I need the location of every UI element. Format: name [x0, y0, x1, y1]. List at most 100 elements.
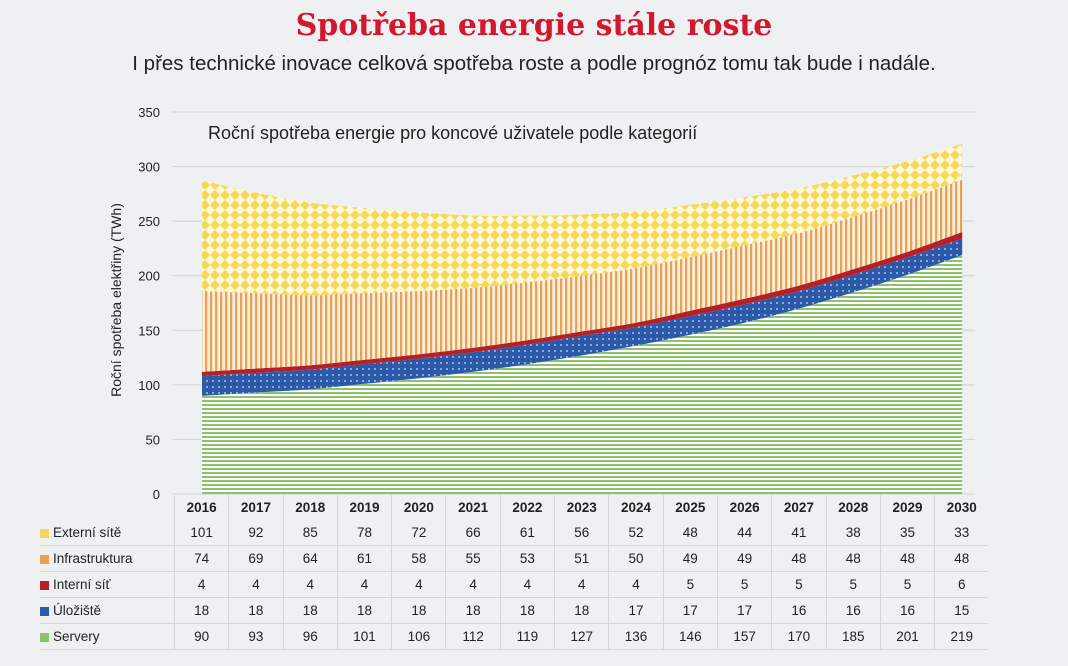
data-label: 185 [825, 623, 881, 650]
legend-label: Interní síť [53, 577, 111, 592]
data-label: 101 [173, 520, 229, 546]
data-label: 18 [336, 597, 392, 624]
data-label: 18 [445, 597, 501, 624]
y-tick-label: 100 [138, 378, 160, 393]
data-label: 219 [934, 623, 989, 650]
data-label: 51 [554, 545, 609, 572]
data-label: 50 [608, 545, 664, 572]
y-tick-label: 250 [138, 214, 160, 229]
y-tick-label: 200 [138, 269, 160, 284]
data-label: 106 [391, 623, 446, 650]
x-tick-label: 2020 [391, 495, 446, 520]
data-label: 85 [282, 520, 338, 546]
area-extern-s-t- [202, 143, 963, 296]
page-title: Spotřeba energie stále roste [295, 8, 773, 43]
x-tick-label: 2027 [771, 495, 827, 520]
data-label: 66 [445, 520, 501, 546]
legend-label: Servery [53, 629, 100, 644]
x-tick-label: 2019 [336, 495, 392, 520]
data-label: 4 [391, 571, 446, 598]
data-label: 48 [825, 545, 881, 572]
table-row: Infrastruktura 74 69 64 61 58 55 53 51 50 49 49 48 48… [40, 545, 989, 572]
x-tick-label: 2016 [173, 495, 229, 520]
data-label: 18 [499, 597, 555, 624]
x-tick-label: 2018 [282, 495, 338, 520]
data-label: 16 [771, 597, 827, 624]
table-row: Servery 90 93 96 101 106 112 119 127 136 146 157 170… [40, 623, 989, 650]
page-subtitle: I přes technické inovace celková spotřeb… [132, 52, 936, 75]
legend-swatch [40, 554, 49, 564]
x-tick-label: 2021 [445, 495, 501, 520]
data-label: 201 [879, 623, 935, 650]
legend-label: Infrastruktura [53, 551, 133, 566]
x-tick-label: 2024 [608, 495, 664, 520]
data-label: 101 [336, 623, 392, 650]
data-label: 17 [716, 597, 772, 624]
data-label: 69 [228, 545, 284, 572]
data-label: 18 [391, 597, 446, 624]
data-label: 48 [771, 545, 827, 572]
y-tick-label: 350 [138, 105, 160, 120]
area-servery [202, 254, 963, 494]
legend-label: Externí sítě [53, 525, 122, 540]
data-label: 56 [554, 520, 609, 546]
data-label: 53 [499, 545, 555, 572]
data-label: 18 [173, 597, 229, 624]
x-tick-label: 2026 [716, 495, 772, 520]
data-label: 64 [282, 545, 338, 572]
table-row: Úložiště 18 18 18 18 18 18 18 18 17 17 17 16 16 16 15 [40, 597, 989, 624]
x-tick-label: 2030 [934, 495, 989, 520]
legend-label: Úložiště [53, 603, 102, 618]
data-label: 58 [391, 545, 446, 572]
data-label: 5 [771, 571, 827, 598]
data-label: 48 [879, 545, 935, 572]
data-label: 4 [282, 571, 338, 598]
x-tick-label: 2017 [228, 495, 284, 520]
data-label: 170 [771, 623, 827, 650]
data-label: 6 [934, 571, 989, 598]
x-tick-label: 2029 [879, 495, 935, 520]
data-label: 35 [879, 520, 935, 546]
data-label: 4 [608, 571, 664, 598]
data-label: 49 [662, 545, 718, 572]
y-tick-label: 50 [146, 432, 160, 447]
table-row: Externí sítě 101 92 85 78 72 66 61 56 52 48 44 41 38 3… [40, 520, 989, 546]
data-label: 90 [173, 623, 229, 650]
data-label: 4 [499, 571, 555, 598]
legend-swatch [40, 528, 49, 538]
data-label: 4 [228, 571, 284, 598]
stacked-area-chart: 0 50 100 150 200 250 300 350 Roční spotřeba ene… [108, 105, 975, 500]
legend-swatch [40, 606, 49, 616]
data-label: 119 [499, 623, 555, 650]
data-label: 4 [554, 571, 609, 598]
y-tick-label: 300 [138, 160, 160, 175]
data-label: 44 [716, 520, 772, 546]
data-label: 4 [445, 571, 501, 598]
table-row: Interní síť 4 4 4 4 4 4 4 4 4 5 5 5 5 5 6 [40, 571, 989, 598]
data-label: 41 [771, 520, 827, 546]
data-label: 17 [662, 597, 718, 624]
data-label: 136 [608, 623, 664, 650]
data-label: 61 [499, 520, 555, 546]
data-label: 5 [879, 571, 935, 598]
data-label: 61 [336, 545, 392, 572]
data-label: 55 [445, 545, 501, 572]
data-label: 127 [554, 623, 609, 650]
y-tick-label: 150 [138, 323, 160, 338]
area--lo-i-t- [202, 238, 963, 396]
data-label: 78 [336, 520, 392, 546]
legend-swatch [40, 632, 49, 642]
data-label: 16 [825, 597, 881, 624]
legend-swatch [40, 580, 49, 590]
x-tick-label: 2025 [662, 495, 718, 520]
data-label: 92 [228, 520, 284, 546]
data-label: 72 [391, 520, 446, 546]
data-label: 5 [716, 571, 772, 598]
data-label: 18 [282, 597, 338, 624]
data-label: 5 [662, 571, 718, 598]
data-label: 18 [554, 597, 609, 624]
data-label: 15 [934, 597, 989, 624]
data-table: 2016 2017 2018 2019 2020 2021 2022 2023 2024 2025… [40, 495, 989, 650]
data-label: 48 [934, 545, 989, 572]
